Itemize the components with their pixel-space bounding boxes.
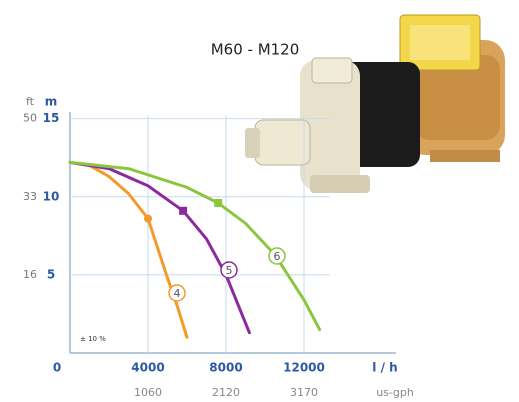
chart-title: M60 - M120 <box>211 41 300 59</box>
y-tick-label: 15 <box>43 111 60 125</box>
legend-label: 5 <box>226 264 233 277</box>
x-tick-label: 12000 <box>283 361 325 375</box>
x-tick-label: 8000 <box>209 361 242 375</box>
y-tick-label: 10 <box>43 189 60 203</box>
x-tick-label-alt: 3170 <box>290 386 318 399</box>
x-unit: l / h <box>372 361 397 375</box>
y-tick-label: 5 <box>47 267 55 281</box>
marker <box>144 214 152 223</box>
legend-badge <box>268 247 286 265</box>
legend-label: 6 <box>274 250 281 263</box>
series-line <box>68 160 189 339</box>
y-unit: m <box>45 95 58 109</box>
legend-badge <box>220 261 238 279</box>
x-tick-label: 4000 <box>131 361 164 375</box>
marker <box>214 199 223 207</box>
x-tick-label-alt: 2120 <box>212 386 240 399</box>
annotation: ± 10 % <box>80 335 106 343</box>
x-tick-label-alt: 1060 <box>134 386 162 399</box>
y-tick-label-alt: 50 <box>23 112 37 125</box>
y-tick-label-alt: 33 <box>23 190 37 203</box>
legend-badge <box>168 284 186 302</box>
pump-image <box>245 14 505 193</box>
legend-label: 4 <box>174 287 181 300</box>
series-line <box>68 160 251 335</box>
y-tick-label-alt: 16 <box>23 268 37 281</box>
x-tick-label: 0 <box>53 361 61 375</box>
x-unit-alt: us-gph <box>376 386 414 399</box>
marker <box>179 206 188 215</box>
y-unit-alt: ft <box>26 95 35 108</box>
series-line <box>68 160 322 332</box>
